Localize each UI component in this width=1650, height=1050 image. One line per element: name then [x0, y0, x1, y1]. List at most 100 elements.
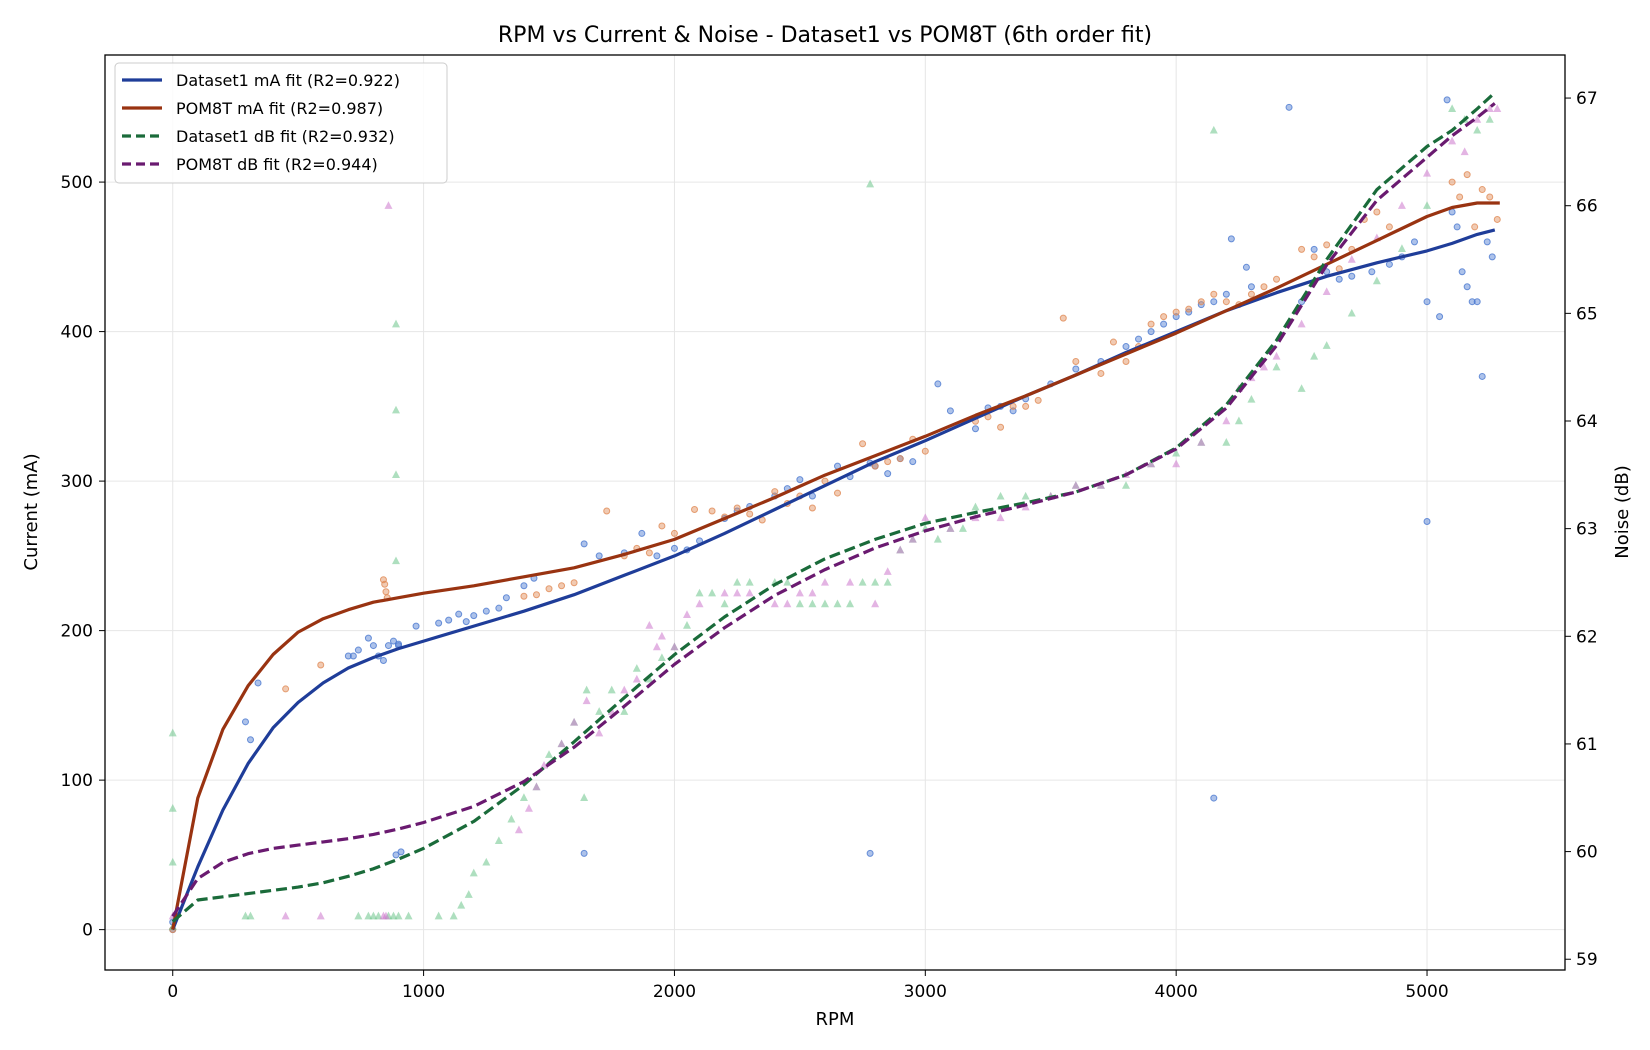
- data-point: [866, 849, 874, 857]
- data-point: [858, 577, 867, 586]
- data-point: [645, 549, 653, 557]
- data-point: [1493, 215, 1501, 223]
- data-point: [384, 642, 392, 650]
- data-point: [1488, 253, 1496, 261]
- y-tick-label: 300: [61, 472, 93, 492]
- data-point: [1197, 298, 1205, 306]
- data-point: [883, 567, 892, 575]
- data-point: [1121, 481, 1130, 489]
- data-point: [871, 599, 880, 608]
- data-point: [909, 458, 917, 466]
- data-point: [1468, 298, 1476, 306]
- x-tick-label: 3000: [904, 982, 947, 1002]
- data-point: [1147, 328, 1155, 336]
- data-point: [369, 911, 378, 920]
- data-point: [1310, 253, 1318, 261]
- data-point: [1463, 171, 1471, 179]
- y2-tick-label: 59: [1576, 950, 1598, 970]
- data-point: [1172, 459, 1181, 468]
- data-point: [397, 848, 405, 856]
- data-point: [449, 911, 458, 920]
- data-point: [532, 591, 540, 599]
- data-point: [455, 610, 463, 618]
- data-point: [1423, 517, 1431, 525]
- data-point: [771, 488, 779, 496]
- data-point: [997, 423, 1005, 431]
- data-point: [1297, 384, 1306, 392]
- data-point: [1072, 365, 1080, 373]
- data-point: [570, 579, 578, 587]
- data-point: [1147, 459, 1156, 468]
- data-point: [645, 621, 654, 629]
- data-point: [519, 793, 528, 801]
- data-point: [1209, 125, 1218, 134]
- data-point: [620, 707, 629, 715]
- plot-frame: [104, 54, 1566, 971]
- data-point: [1460, 147, 1469, 156]
- data-point: [795, 588, 804, 597]
- data-point: [580, 540, 588, 548]
- data-point: [1285, 103, 1293, 111]
- data-point: [464, 890, 473, 898]
- legend-label: Dataset1 mA fit (R2=0.922): [176, 71, 400, 90]
- data-point: [733, 588, 742, 597]
- legend: Dataset1 mA fit (R2=0.922) POM8T mA fit (…: [114, 62, 448, 184]
- data-point: [971, 425, 979, 433]
- data-point: [246, 911, 255, 920]
- data-point: [808, 588, 817, 597]
- data-point: [1160, 313, 1168, 321]
- data-point: [653, 552, 661, 560]
- data-point: [391, 556, 400, 565]
- data-point: [1109, 338, 1117, 346]
- data-point: [645, 674, 654, 683]
- data-point: [282, 685, 290, 693]
- data-point: [374, 911, 383, 920]
- legend-label: Dataset1 dB fit (R2=0.932): [176, 127, 395, 146]
- data-point: [462, 618, 470, 626]
- data-point: [1242, 263, 1250, 271]
- data-point: [1483, 238, 1491, 246]
- data-point: [934, 380, 942, 388]
- data-point: [603, 507, 611, 515]
- data-point: [695, 588, 704, 597]
- legend-box: [114, 62, 448, 184]
- data-point: [457, 900, 466, 909]
- y-tick-label: 500: [61, 173, 93, 193]
- data-point: [1210, 298, 1218, 306]
- data-point: [1059, 314, 1067, 322]
- data-point: [1247, 290, 1255, 298]
- data-point: [1448, 136, 1457, 145]
- data-point: [896, 455, 904, 463]
- data-point: [652, 642, 661, 651]
- data-point: [866, 179, 875, 188]
- data-point: [404, 911, 413, 920]
- data-point: [1443, 96, 1451, 104]
- x-axis-label: RPM: [816, 1009, 855, 1030]
- data-point: [1222, 416, 1231, 425]
- data-point: [354, 911, 363, 920]
- fit-lines: [171, 91, 1500, 931]
- data-point: [254, 679, 262, 687]
- data-point: [745, 588, 754, 597]
- y2-tick-label: 64: [1576, 412, 1598, 432]
- data-point: [808, 504, 816, 512]
- y-axis-label: Current (mA): [21, 453, 42, 570]
- data-point: [657, 631, 666, 640]
- data-point: [745, 577, 754, 586]
- data-point: [1210, 290, 1218, 298]
- data-point: [1448, 104, 1457, 113]
- data-point: [1222, 290, 1230, 298]
- fit-line: [171, 228, 1496, 931]
- x-tick-label: 0: [167, 982, 178, 1002]
- data-point: [1347, 255, 1356, 263]
- data-point: [1397, 201, 1406, 209]
- data-point: [1197, 438, 1206, 446]
- legend-label: POM8T mA fit (R2=0.987): [176, 99, 383, 118]
- data-point: [1273, 275, 1281, 283]
- data-point: [820, 599, 829, 608]
- data-point: [502, 594, 510, 602]
- data-point: [733, 577, 742, 586]
- y-tick-label: 0: [82, 921, 93, 941]
- data-point: [795, 599, 804, 608]
- data-point: [389, 637, 397, 645]
